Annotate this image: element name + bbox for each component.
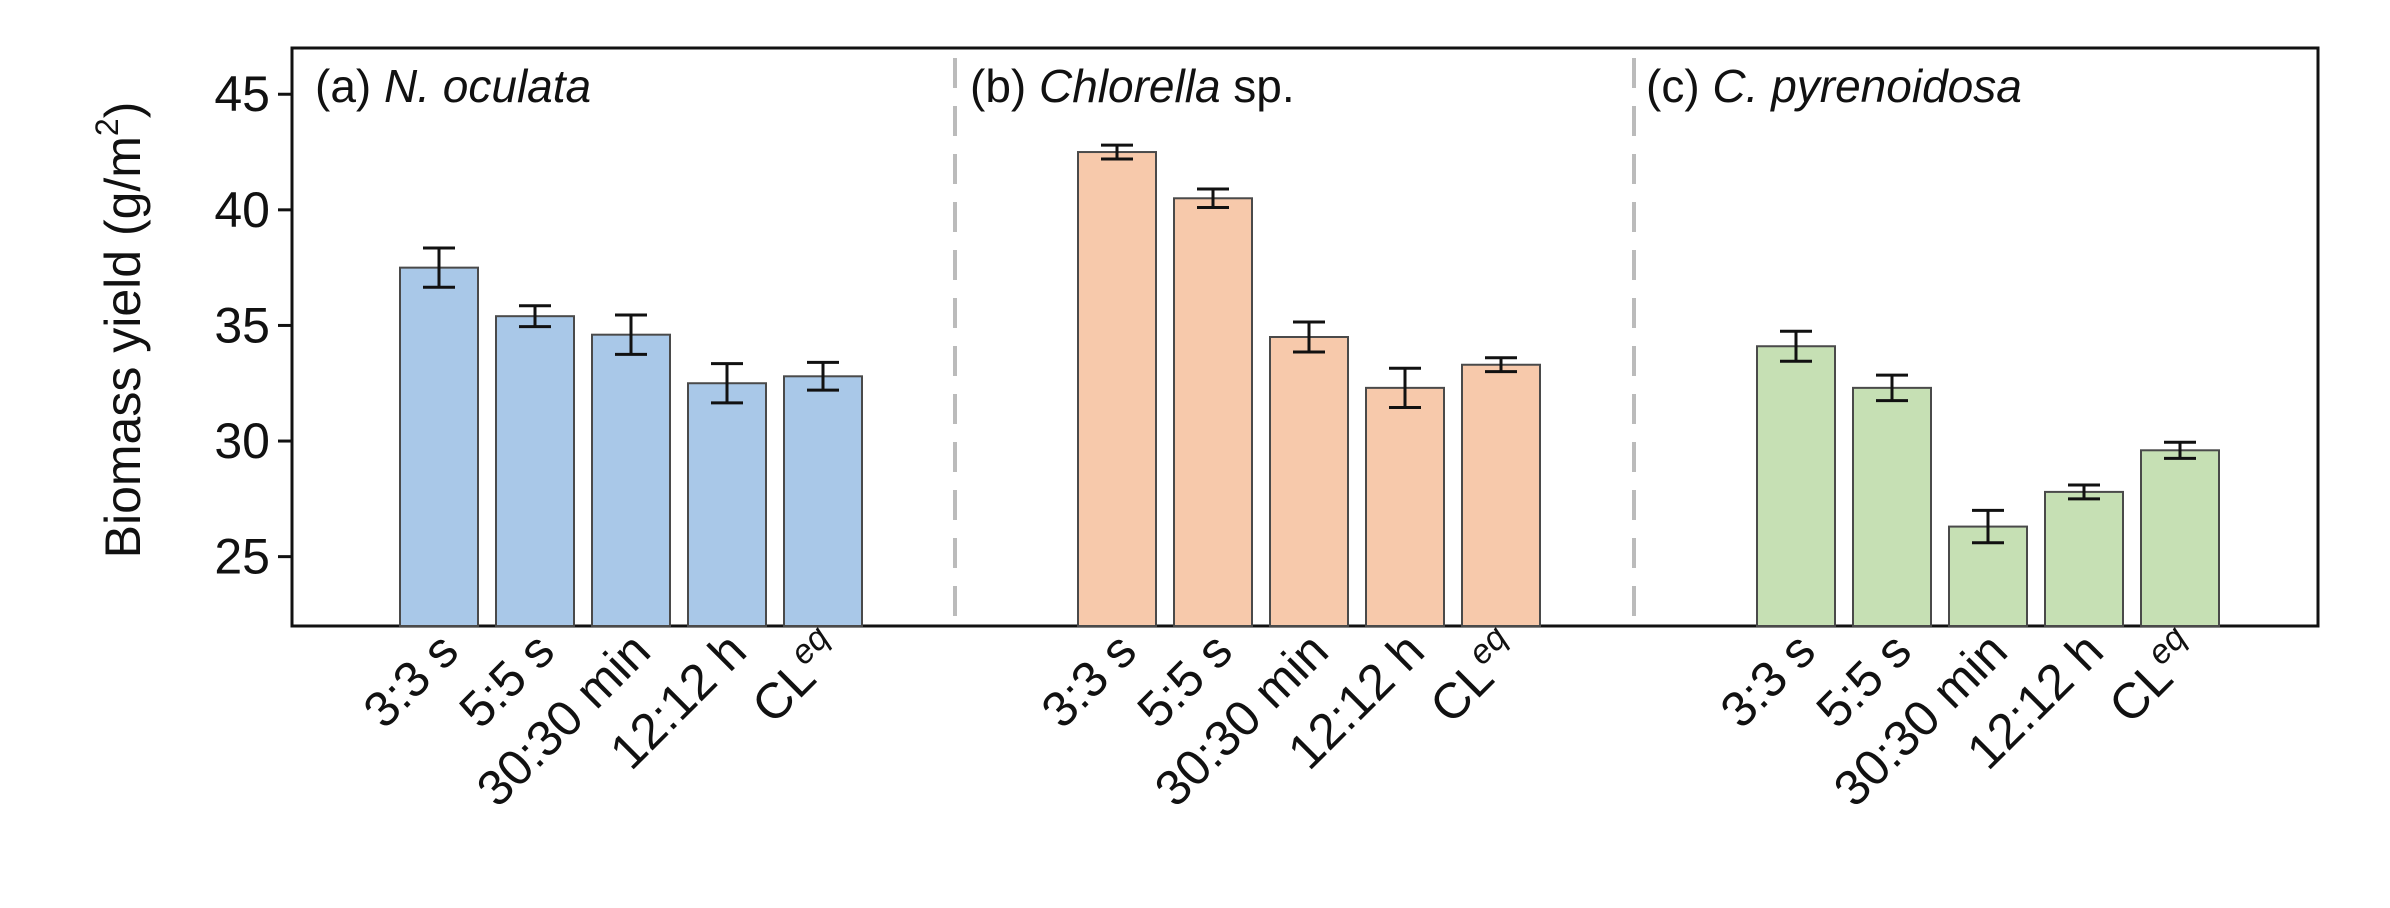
- x-tick-label: CLeq: [1416, 619, 1531, 734]
- bar: [1173, 197, 1253, 627]
- y-tick-label: 35: [214, 297, 270, 353]
- y-tick-label: 45: [214, 66, 270, 122]
- y-axis-label: Biomass yield (g/m2): [89, 102, 151, 559]
- x-tick-label: 3:3 s: [1031, 622, 1147, 738]
- panel-label: (a) N. oculata: [315, 60, 591, 112]
- x-tick-label: CLeq: [738, 619, 853, 734]
- y-tick-label: 25: [214, 529, 270, 585]
- bar: [1756, 345, 1836, 627]
- panel-label: (b) Chlorella sp.: [970, 60, 1295, 112]
- x-tick-label: 3:3 s: [1710, 622, 1826, 738]
- bar: [783, 375, 863, 627]
- panel-label: (c) C. pyrenoidosa: [1646, 60, 2022, 112]
- bar: [1365, 386, 1445, 628]
- bar: [687, 382, 767, 627]
- bar: [2044, 490, 2124, 627]
- bar: [591, 333, 671, 627]
- y-tick-label: 40: [214, 182, 270, 238]
- bar: [399, 266, 479, 627]
- y-tick-label: 30: [214, 413, 270, 469]
- bar: [1461, 363, 1541, 627]
- x-tick-label: CLeq: [2095, 619, 2210, 734]
- bar: [1077, 151, 1157, 627]
- bar: [495, 315, 575, 627]
- bar: [2140, 449, 2220, 627]
- x-tick-label: 3:3 s: [353, 622, 469, 738]
- bar: [1269, 336, 1349, 627]
- bar: [1852, 386, 1932, 628]
